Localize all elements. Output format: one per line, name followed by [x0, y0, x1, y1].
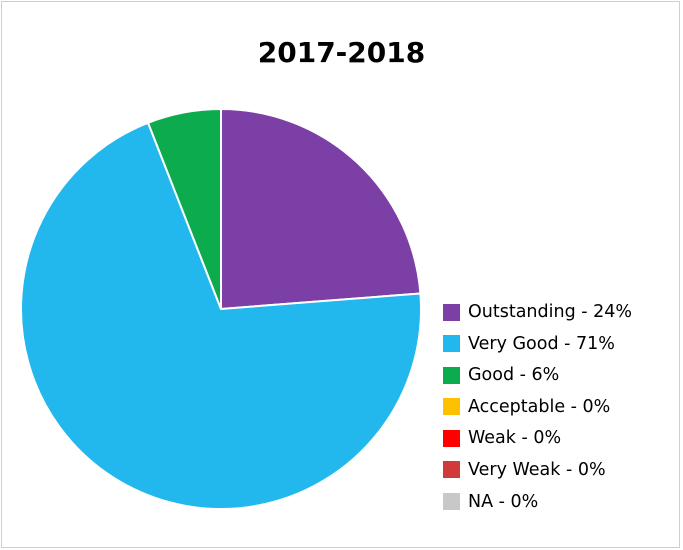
legend-item-0: Outstanding - 24%: [443, 301, 632, 323]
legend-item-6: NA - 0%: [443, 491, 632, 513]
legend-swatch-4: [443, 429, 460, 447]
legend-swatch-6: [443, 493, 460, 511]
chart-title: 2017-2018: [257, 36, 426, 69]
legend-item-2: Good - 6%: [443, 364, 632, 386]
legend-label-1: Very Good - 71%: [468, 333, 615, 354]
legend-swatch-3: [443, 398, 460, 416]
legend-label-5: Very Weak - 0%: [468, 459, 606, 480]
legend-label-4: Weak - 0%: [468, 428, 562, 449]
legend-swatch-2: [443, 366, 460, 384]
legend-label-2: Good - 6%: [468, 365, 560, 386]
legend-item-1: Very Good - 71%: [443, 333, 632, 355]
legend-item-4: Weak - 0%: [443, 427, 632, 449]
pie-slice-0: [220, 108, 422, 310]
pie-slice-2: [147, 108, 222, 310]
legend-label-0: Outstanding - 24%: [468, 302, 633, 322]
legend-swatch-1: [443, 335, 460, 353]
legend-label-6: NA - 0%: [468, 491, 539, 512]
legend-swatch-5: [443, 461, 460, 479]
legend-item-5: Very Weak - 0%: [443, 459, 632, 481]
pie-slice-1: [20, 121, 422, 510]
legend-label-3: Acceptable - 0%: [468, 396, 611, 417]
legend: Outstanding - 24% Very Good - 71% Good - 6…: [443, 301, 632, 522]
legend-swatch-0: [443, 303, 460, 321]
pie-slices: [20, 108, 422, 510]
legend-item-3: Acceptable - 0%: [443, 396, 632, 418]
